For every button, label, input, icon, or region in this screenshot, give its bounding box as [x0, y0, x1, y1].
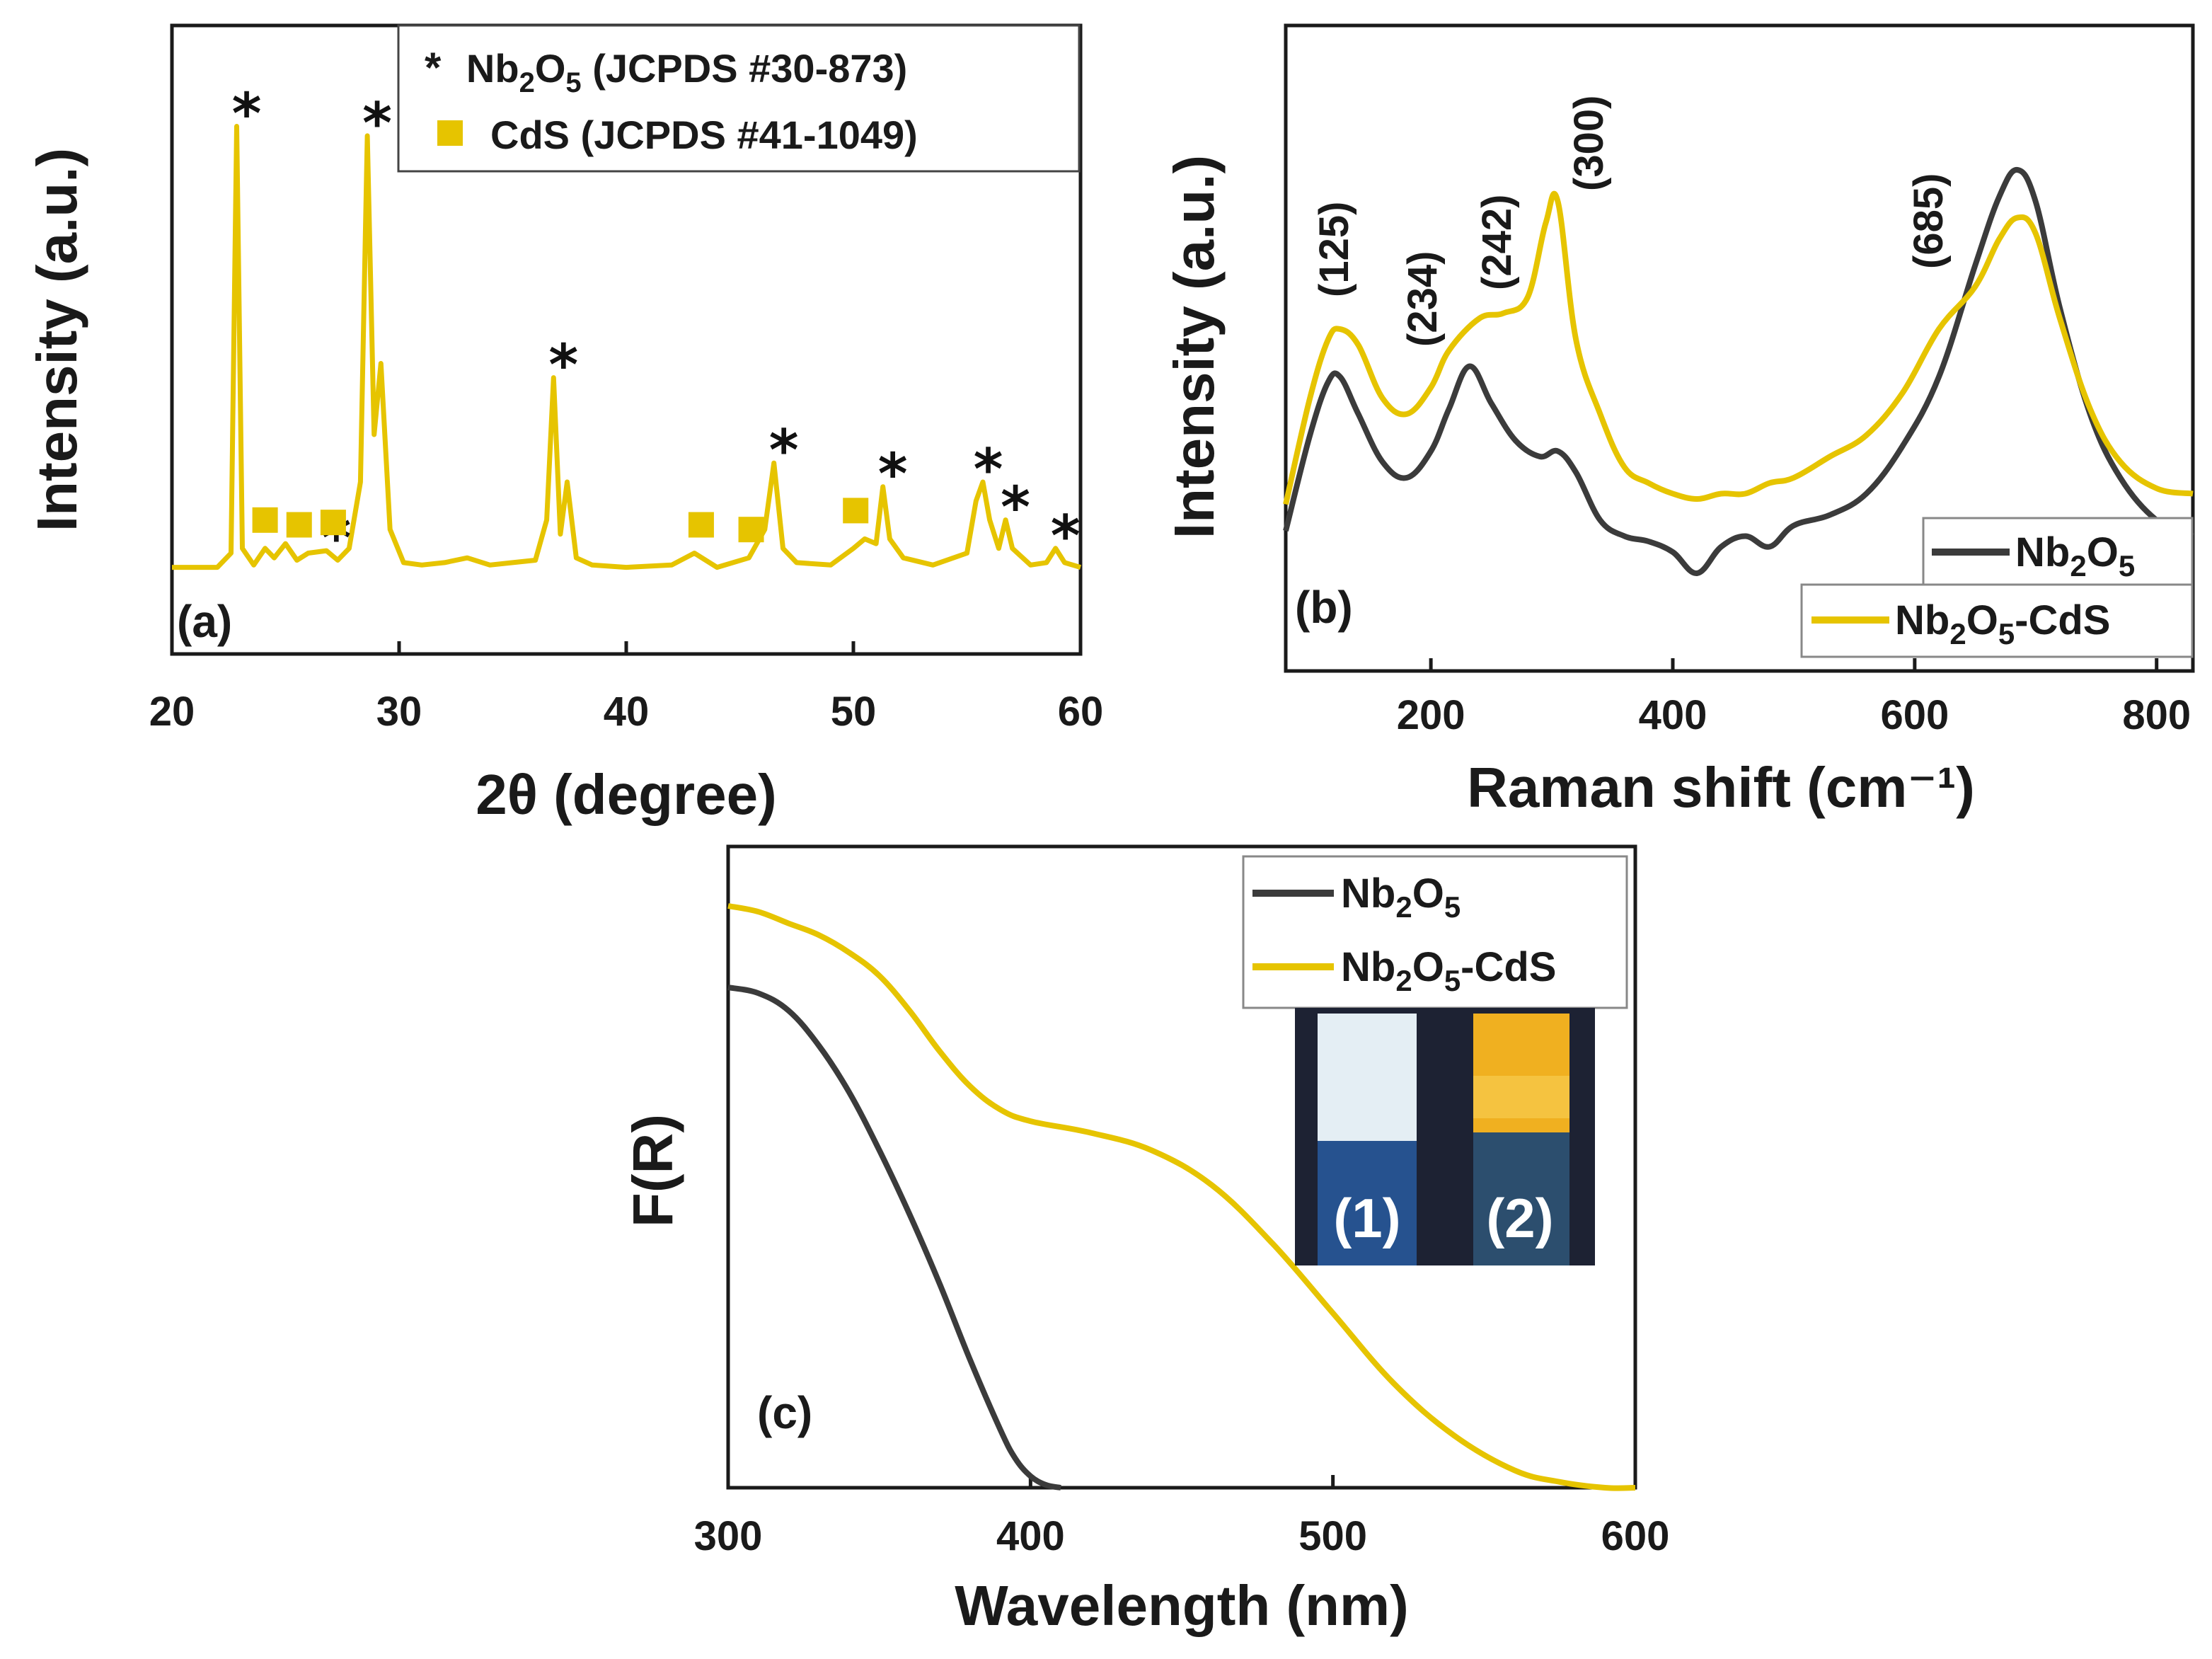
- x-tick-label: 400: [1639, 692, 1707, 738]
- cds-peak-square-marker: [286, 512, 312, 538]
- square-marker-icon: [437, 120, 463, 146]
- panel-b-raman: 200 400 600 800 (125) (234) (242) (300) (68…: [1163, 23, 2195, 819]
- panel-c-legend-box: [1242, 855, 1628, 1009]
- peak-label-234: (234): [1400, 251, 1446, 347]
- panel-c-legend-cds-label: Nb2O5-CdS: [1341, 944, 1557, 997]
- cds-peak-square-marker: [320, 510, 346, 536]
- panel-c-x-axis-title: Wavelength (nm): [955, 1574, 1408, 1637]
- panel-a-legend-cds: CdS (JCPDS #41-1049): [490, 113, 918, 157]
- panel-b-plot-frame: [1284, 23, 2195, 673]
- inset-film-2: [1473, 1014, 1569, 1265]
- peak-label-125: (125): [1311, 202, 1357, 297]
- inset-film-1: [1318, 1014, 1417, 1265]
- nb2o5-peak-star-marker: *: [878, 442, 908, 507]
- panel-c-y-axis-title: F(R): [621, 1114, 684, 1227]
- peak-label-685: (685): [1906, 173, 1952, 269]
- cds-peak-square-marker: [688, 512, 714, 538]
- panel-c-legend-nb-label: Nb2O5: [1341, 871, 1461, 924]
- panel-b-legend-cds-label: Nb2O5-CdS: [1895, 597, 2111, 650]
- peak-label-242: (242): [1474, 195, 1520, 290]
- nb2o5-peak-star-marker: *: [1051, 503, 1081, 569]
- panel-c-inset-photo: (1) (2): [1295, 1008, 1595, 1265]
- panel-b-legend-nb-box: [1922, 517, 2194, 586]
- panel-c-label: (c): [757, 1387, 812, 1438]
- x-tick-label: 400: [996, 1513, 1065, 1559]
- nb2o5-peak-star-marker: *: [974, 437, 1003, 503]
- x-tick-label: 500: [1298, 1513, 1367, 1559]
- panel-c-nb2o5-cds-curve: [727, 903, 1636, 1491]
- x-tick-label: 300: [694, 1513, 763, 1559]
- x-tick-label: 60: [1058, 689, 1104, 735]
- panel-a-legend-box: [397, 24, 1081, 173]
- cds-peak-square-marker: [252, 507, 278, 533]
- x-tick-label: 40: [604, 689, 650, 735]
- panel-b-label: (b): [1295, 582, 1353, 633]
- panel-a-xrd: 20 30 40 50 60 ***** * ** * * Nb2O5 (JCPDS #30-…: [25, 23, 1104, 826]
- nb2o5-peak-star-marker: *: [362, 91, 392, 156]
- x-tick-label: 200: [1397, 692, 1465, 738]
- panel-a-x-ticks: 20 30 40 50 60: [149, 641, 1104, 735]
- panel-a-x-axis-title: 2θ (degree): [476, 763, 777, 826]
- x-tick-label: 30: [376, 689, 422, 735]
- panel-a-legend-nb2o5: * Nb2O5 (JCPDS #30-873): [425, 44, 907, 98]
- inset-label-2: (2): [1486, 1187, 1553, 1249]
- panel-c-legend: Nb2O5 Nb2O5-CdS: [1242, 855, 1628, 1009]
- x-tick-label: 800: [2122, 692, 2191, 738]
- panel-a-y-axis-title: Intensity (a.u.): [25, 148, 88, 532]
- panel-c-x-ticks: 300 400 500 600: [694, 1475, 1670, 1559]
- inset-label-1: (1): [1333, 1187, 1400, 1249]
- panel-a-peak-markers: ***** * ** *: [232, 81, 1081, 572]
- peak-label-300: (300): [1566, 96, 1612, 191]
- panel-a-legend: * Nb2O5 (JCPDS #30-873) CdS (JCPDS #41-1…: [397, 24, 1081, 173]
- panel-b-nb2o5-cds-curve: [1283, 190, 2194, 505]
- nb2o5-peak-star-marker: *: [1001, 475, 1030, 541]
- panel-c-absorbance: 300 400 500 600 Nb2O5 Nb2O5-CdS: [621, 844, 1670, 1637]
- panel-c-plot-frame: [726, 844, 1637, 1490]
- panel-b-legend-nb-label: Nb2O5: [2015, 529, 2135, 582]
- panel-a-xrd-curve: [172, 124, 1081, 570]
- panel-a-label: (a): [177, 596, 232, 647]
- panel-c-nb2o5-curve: [727, 985, 1061, 1491]
- star-icon: *: [425, 44, 442, 91]
- x-tick-label: 600: [1880, 692, 1949, 738]
- panel-b-nb2o5-curve: [1283, 167, 2194, 576]
- nb2o5-peak-star-marker: *: [769, 418, 799, 483]
- x-tick-label: 50: [831, 689, 877, 735]
- panel-b-x-ticks: 200 400 600 800: [1397, 658, 2191, 738]
- x-tick-label: 20: [149, 689, 195, 735]
- panel-b-legend: Nb2O5 Nb2O5-CdS: [1800, 517, 2194, 658]
- nb2o5-peak-star-marker: *: [232, 81, 262, 147]
- x-tick-label: 600: [1601, 1513, 1670, 1559]
- panel-b-x-axis-title: Raman shift (cm⁻¹): [1467, 756, 1975, 819]
- cds-peak-square-marker: [843, 498, 869, 524]
- panel-b-y-axis-title: Intensity (a.u.): [1163, 155, 1226, 539]
- cds-peak-square-marker: [738, 517, 764, 543]
- nb2o5-peak-star-marker: *: [548, 333, 578, 398]
